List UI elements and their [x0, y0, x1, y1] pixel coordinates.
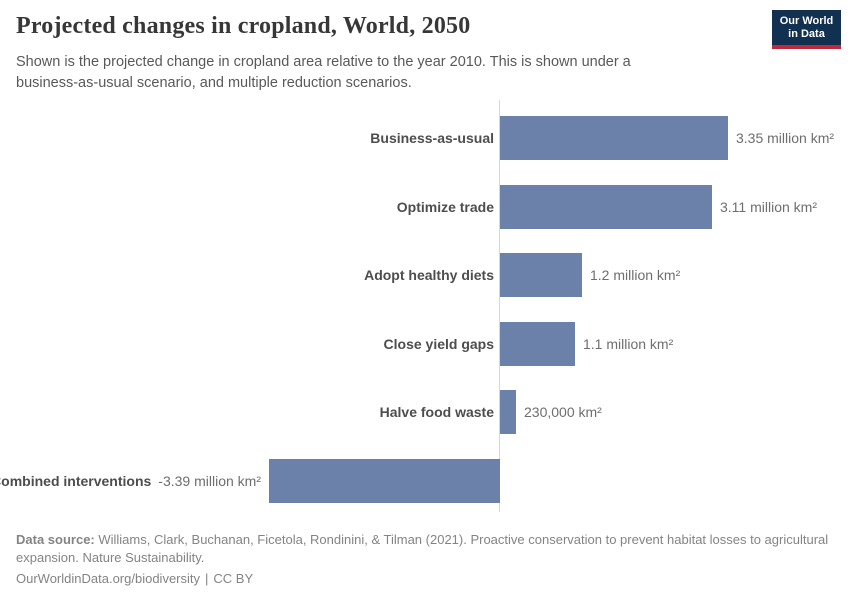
bar-optimize-trade[interactable]: [500, 185, 712, 229]
owid-logo-line2: in Data: [788, 27, 825, 40]
owid-logo[interactable]: Our World in Data: [772, 10, 841, 49]
value-label-combined-interventions: -3.39 million km²: [158, 473, 261, 489]
zero-axis-line: [499, 100, 500, 512]
category-label-business-as-usual: Business-as-usual: [370, 130, 494, 146]
page-title: Projected changes in cropland, World, 20…: [16, 13, 471, 39]
category-label-close-yield-gaps: Close yield gaps: [383, 336, 494, 352]
bar-adopt-healthy-diets[interactable]: [500, 253, 582, 297]
data-source-label: Data source:: [16, 532, 95, 547]
value-label-optimize-trade: 3.11 million km²: [720, 199, 817, 215]
data-source-line: Data source: Williams, Clark, Buchanan, …: [16, 531, 838, 567]
cc-by-link[interactable]: CC BY: [213, 571, 254, 586]
chart-subtitle: Shown is the projected change in croplan…: [16, 54, 631, 91]
bar-halve-food-waste[interactable]: [500, 390, 516, 434]
category-label-adopt-healthy-diets: Adopt healthy diets: [364, 267, 494, 283]
label-group-combined-interventions: Combined interventions -3.39 million km²: [0, 459, 261, 503]
bar-close-yield-gaps[interactable]: [500, 322, 575, 366]
bar-combined-interventions[interactable]: [269, 459, 500, 503]
owid-logo-line1: Our World: [779, 14, 834, 27]
footer-separator: |: [205, 571, 209, 586]
license-line: OurWorldinData.org/biodiversity | CC BY: [16, 570, 838, 588]
bar-business-as-usual[interactable]: [500, 116, 728, 160]
value-label-halve-food-waste: 230,000 km²: [524, 404, 602, 420]
data-source-text: Williams, Clark, Buchanan, Ficetola, Ron…: [16, 532, 829, 565]
owid-url-link[interactable]: OurWorldinData.org/biodiversity: [16, 571, 200, 586]
chart-footer: Data source: Williams, Clark, Buchanan, …: [16, 531, 838, 588]
category-label-combined-interventions: Combined interventions: [0, 473, 152, 489]
value-label-close-yield-gaps: 1.1 million km²: [583, 336, 674, 352]
value-label-adopt-healthy-diets: 1.2 million km²: [590, 267, 681, 283]
category-label-halve-food-waste: Halve food waste: [379, 404, 494, 420]
value-label-business-as-usual: 3.35 million km²: [736, 130, 835, 146]
category-label-optimize-trade: Optimize trade: [396, 199, 494, 215]
